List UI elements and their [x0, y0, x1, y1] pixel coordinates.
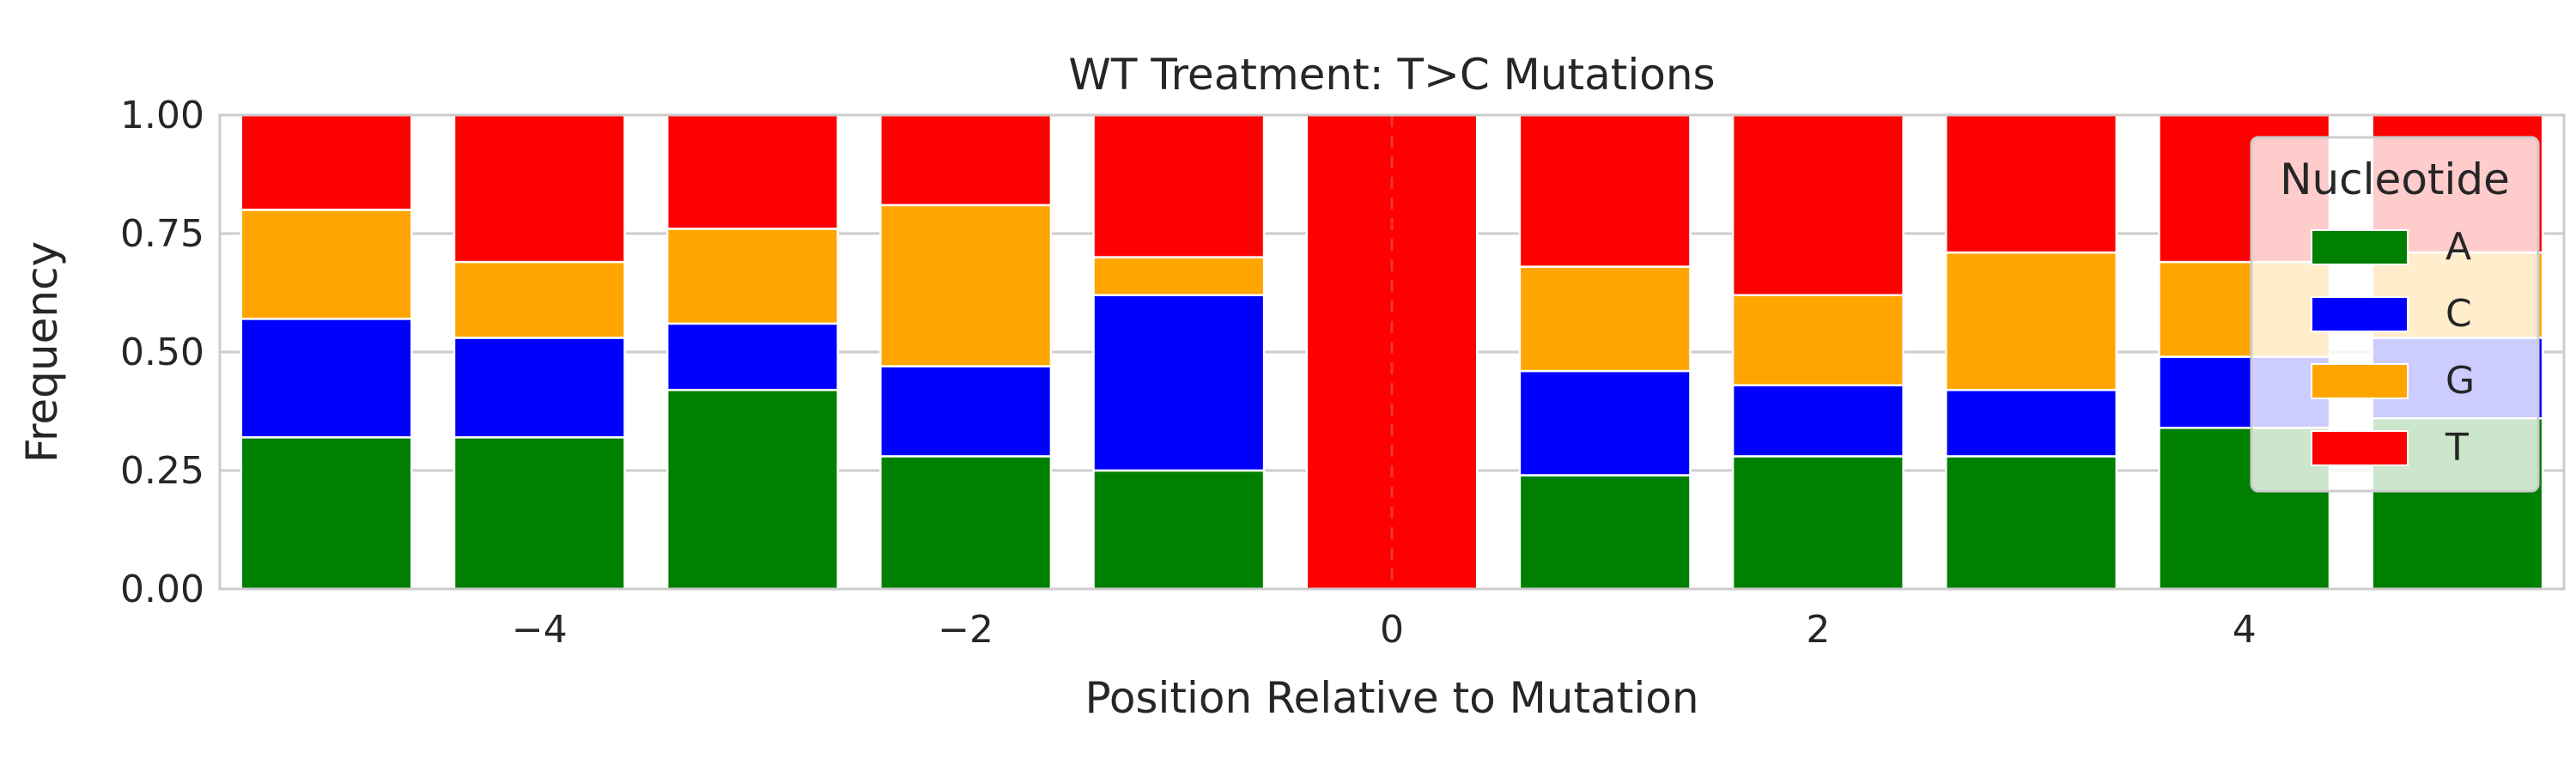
bar-A-pos--1 — [1092, 469, 1266, 591]
bar-T-pos--4 — [453, 113, 626, 264]
bar-T-pos--5 — [240, 113, 413, 211]
y-tick-label: 0.00 — [120, 568, 204, 611]
bar-C-pos-1 — [1518, 369, 1692, 477]
bar-T-pos--1 — [1092, 113, 1266, 258]
legend-swatch-G — [2311, 363, 2409, 399]
y-tick-label: 0.75 — [120, 212, 204, 256]
x-tick-label: 4 — [2233, 608, 2257, 652]
bar-A-pos--2 — [879, 455, 1053, 591]
bar-C-pos-3 — [1945, 388, 2118, 458]
legend-label-A: A — [2445, 225, 2471, 269]
bar-A-pos-3 — [1945, 455, 2118, 591]
bar-T-pos-1 — [1518, 113, 1692, 268]
legend-swatch-T — [2311, 430, 2409, 466]
bar-C-pos--5 — [240, 318, 413, 439]
bar-C-pos--3 — [665, 322, 839, 392]
bar-A-pos--4 — [453, 436, 626, 591]
bar-T-pos--2 — [879, 113, 1053, 207]
bar-G-pos--2 — [879, 203, 1053, 367]
bar-C-pos--4 — [453, 337, 626, 439]
legend-label-G: G — [2445, 359, 2475, 403]
bar-G-pos--4 — [453, 260, 626, 339]
bar-G-pos-1 — [1518, 265, 1692, 373]
bar-G-pos--3 — [665, 228, 839, 325]
x-tick-label: −4 — [512, 608, 568, 652]
bar-A-pos-2 — [1731, 455, 1905, 591]
legend-swatch-C — [2311, 296, 2409, 332]
bar-T-pos--3 — [665, 113, 839, 230]
x-tick-label: 2 — [1806, 608, 1830, 652]
bar-C-pos-2 — [1731, 384, 1905, 458]
bar-T-pos-3 — [1945, 113, 2118, 254]
bar-G-pos--5 — [240, 209, 413, 320]
plot-frame — [218, 113, 2566, 591]
legend-label-C: C — [2445, 292, 2472, 336]
x-tick-label: −2 — [938, 608, 993, 652]
bar-C-pos--2 — [879, 365, 1053, 458]
y-axis-label: Frequency — [17, 241, 67, 463]
y-tick-label: 0.25 — [120, 449, 204, 493]
bar-A-pos-1 — [1518, 474, 1692, 591]
bar-G-pos--1 — [1092, 256, 1266, 297]
bar-A-pos--5 — [240, 436, 413, 591]
legend-swatch-A — [2311, 229, 2409, 265]
bar-G-pos-3 — [1945, 251, 2118, 392]
chart-title: WT Treatment: T>C Mutations — [1068, 50, 1715, 100]
bar-A-pos--3 — [665, 388, 839, 591]
y-tick-label: 1.00 — [120, 94, 204, 137]
bar-G-pos-2 — [1731, 294, 1905, 386]
legend-title: Nucleotide — [2280, 155, 2510, 204]
x-tick-label: 0 — [1380, 608, 1404, 652]
bar-C-pos--1 — [1092, 294, 1266, 472]
tick-labels: 0.00 0.25 0.50 0.75 1.00 −4 −2 0 2 4 — [120, 94, 2257, 652]
bar-T-pos-2 — [1731, 113, 1905, 297]
x-axis-label: Position Relative to Mutation — [1084, 673, 1698, 723]
y-tick-label: 0.50 — [120, 331, 204, 374]
legend-label-T: T — [2445, 426, 2469, 470]
